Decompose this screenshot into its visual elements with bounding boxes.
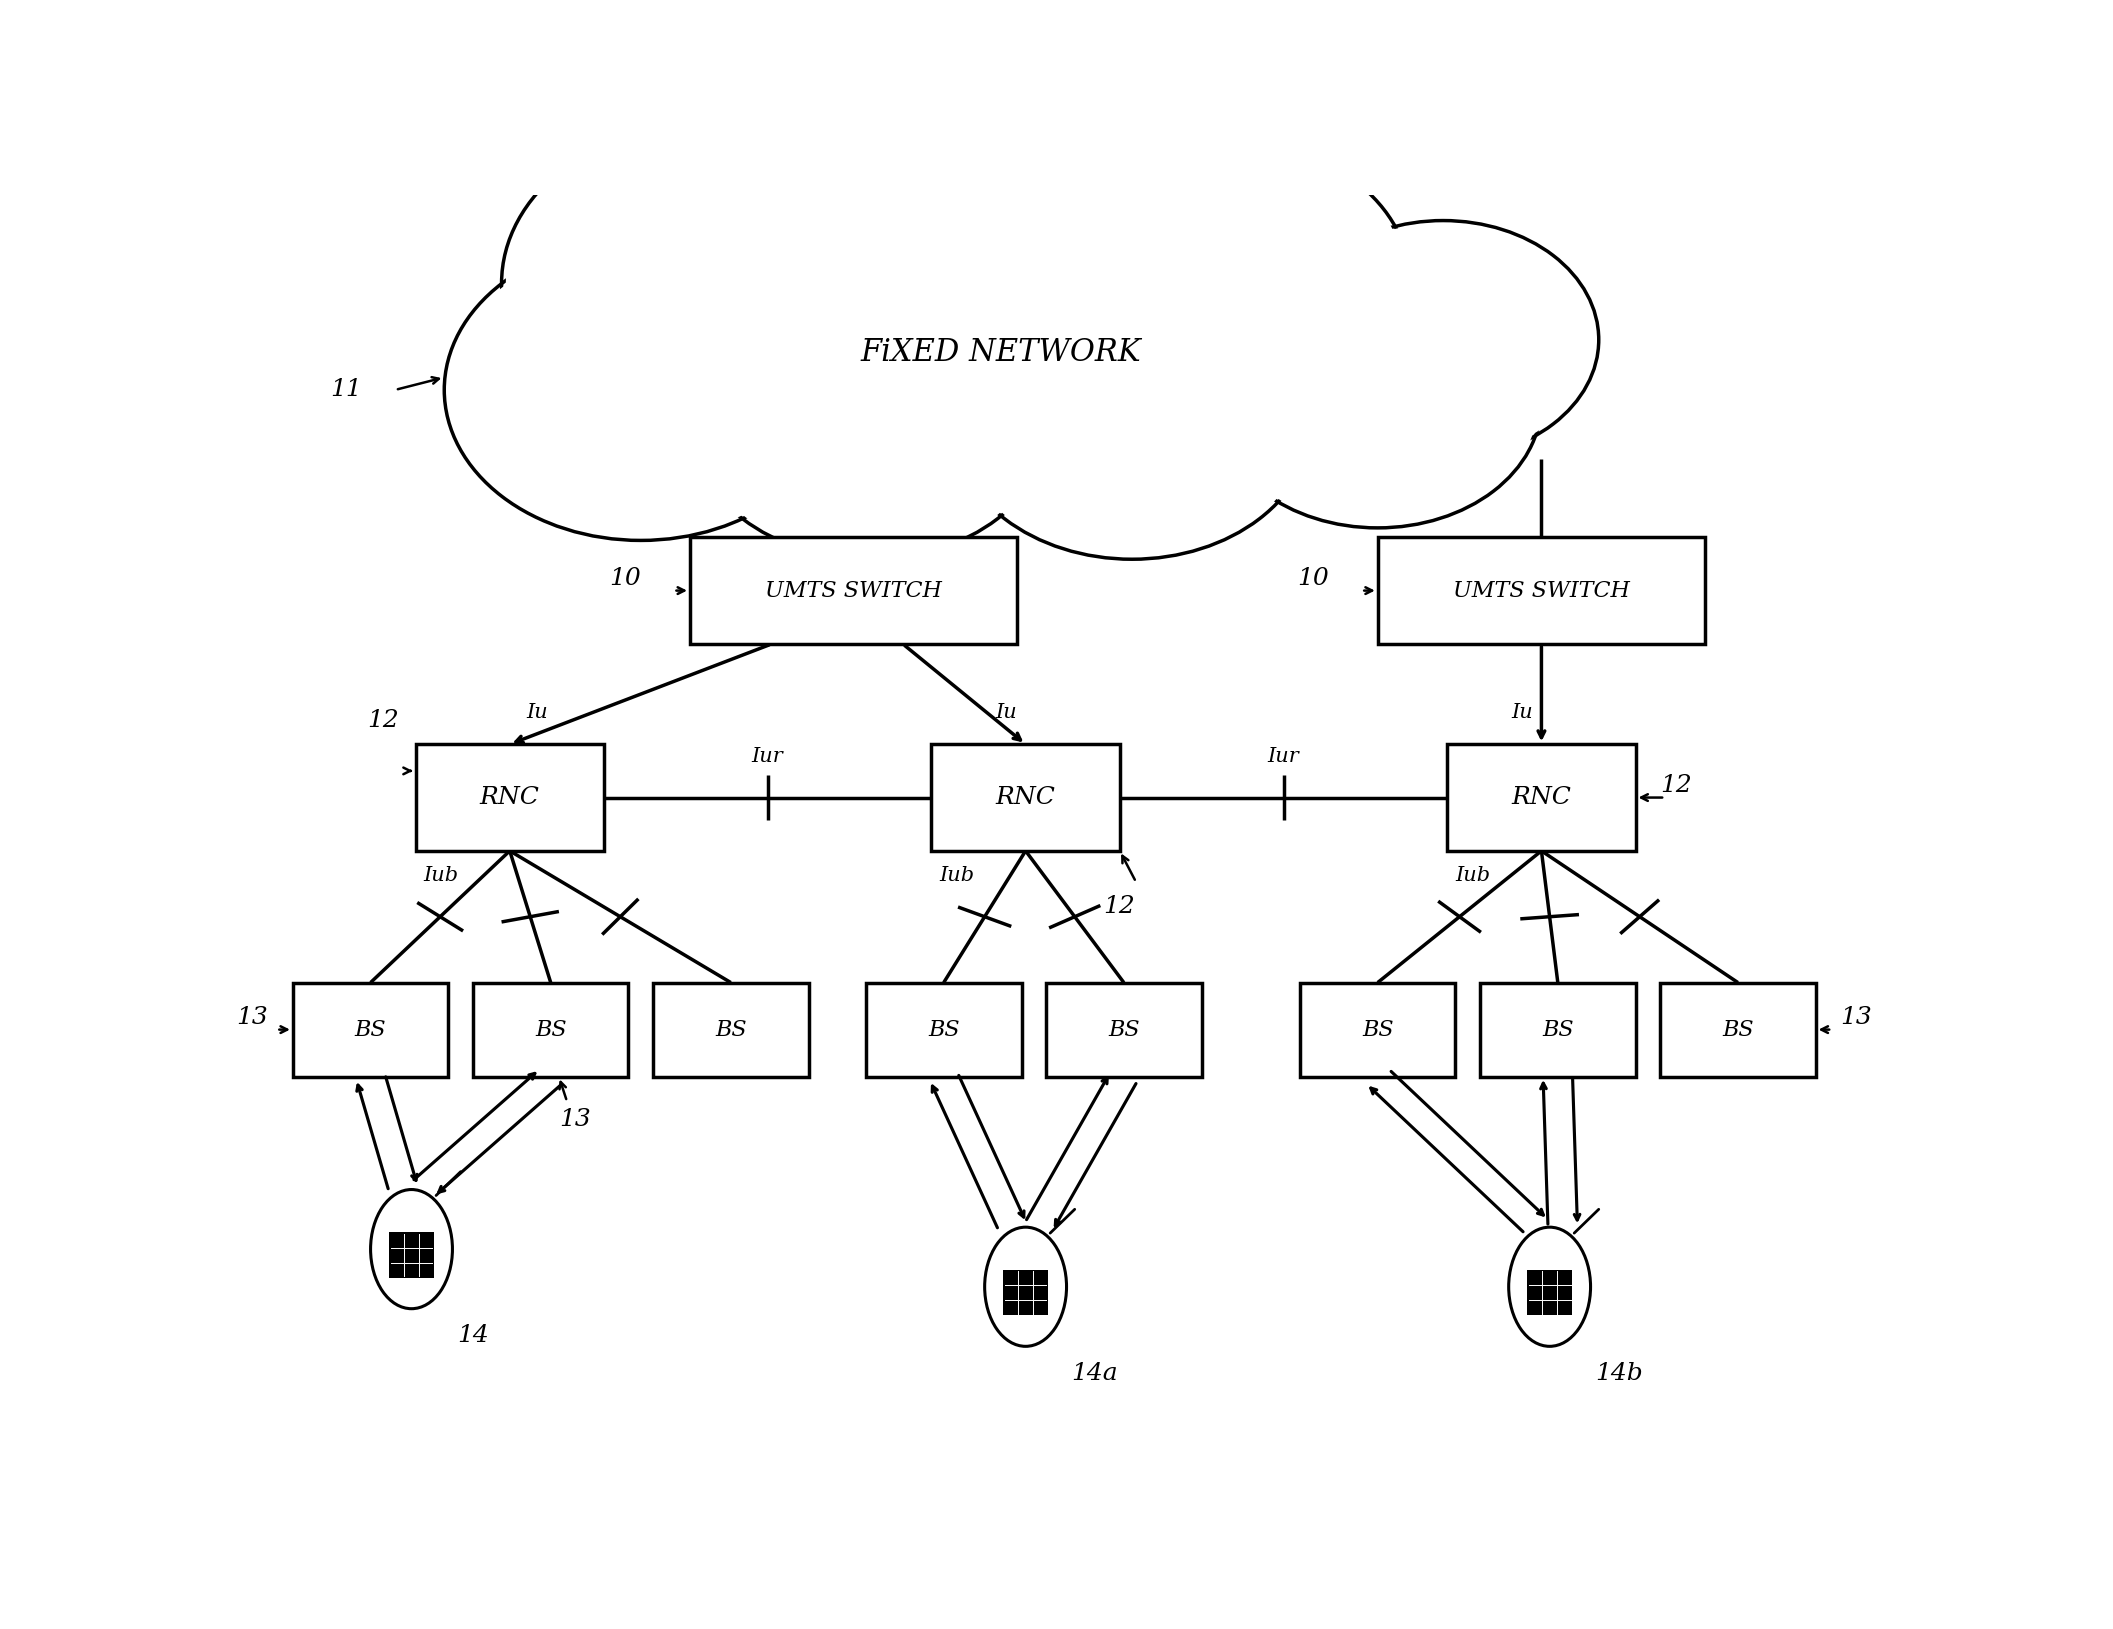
Text: FiXED NETWORK: FiXED NETWORK: [860, 337, 1141, 368]
Ellipse shape: [985, 1227, 1067, 1346]
Text: UMTS SWITCH: UMTS SWITCH: [765, 580, 942, 601]
Text: RNC: RNC: [480, 787, 539, 810]
Bar: [866, 982, 1021, 1077]
Circle shape: [689, 283, 1050, 559]
Circle shape: [505, 124, 923, 443]
Text: BS: BS: [928, 1018, 959, 1041]
Bar: [691, 538, 1018, 643]
Bar: [416, 744, 604, 850]
Text: 10: 10: [1297, 567, 1329, 590]
Circle shape: [1033, 138, 1409, 427]
Text: BS: BS: [1363, 1018, 1392, 1041]
Circle shape: [444, 239, 837, 541]
Bar: [473, 982, 628, 1077]
Bar: [653, 982, 809, 1077]
Bar: [1299, 982, 1456, 1077]
Bar: [1378, 538, 1705, 643]
Circle shape: [448, 243, 833, 538]
Circle shape: [1291, 223, 1595, 456]
Circle shape: [951, 283, 1312, 559]
Bar: [1479, 982, 1635, 1077]
Text: Iu: Iu: [526, 702, 547, 722]
Bar: [294, 982, 448, 1077]
Text: 14a: 14a: [1071, 1362, 1118, 1385]
Text: BS: BS: [1542, 1018, 1574, 1041]
Bar: [1528, 1271, 1572, 1315]
Text: 14: 14: [456, 1324, 488, 1347]
Text: RNC: RNC: [1511, 787, 1572, 810]
Circle shape: [955, 287, 1308, 557]
Text: UMTS SWITCH: UMTS SWITCH: [1454, 580, 1629, 601]
Text: 13: 13: [237, 1005, 268, 1028]
Bar: [1004, 1271, 1048, 1315]
Text: Iu: Iu: [995, 702, 1018, 722]
Text: BS: BS: [714, 1018, 746, 1041]
Text: 13: 13: [558, 1108, 592, 1131]
Text: Iub: Iub: [425, 867, 459, 885]
Circle shape: [1037, 142, 1407, 425]
Text: Iur: Iur: [1268, 748, 1299, 766]
Circle shape: [788, 114, 1164, 402]
Text: BS: BS: [355, 1018, 387, 1041]
Circle shape: [1287, 220, 1600, 459]
Text: Iub: Iub: [940, 867, 974, 885]
Text: BS: BS: [535, 1018, 566, 1041]
Text: 13: 13: [1840, 1005, 1872, 1028]
Text: 12: 12: [1103, 894, 1135, 917]
Bar: [1447, 744, 1635, 850]
Text: BS: BS: [1722, 1018, 1754, 1041]
Circle shape: [792, 117, 1160, 399]
Circle shape: [1217, 280, 1538, 526]
Bar: [389, 1233, 433, 1277]
Text: 10: 10: [609, 567, 640, 590]
Text: Iub: Iub: [1456, 867, 1490, 885]
Text: 11: 11: [330, 378, 361, 401]
Circle shape: [1213, 277, 1540, 528]
Circle shape: [693, 287, 1046, 557]
Text: 14b: 14b: [1595, 1362, 1644, 1385]
Circle shape: [501, 121, 928, 446]
Text: 12: 12: [1661, 774, 1693, 797]
Bar: [1661, 982, 1815, 1077]
Text: 12: 12: [368, 709, 399, 731]
Bar: [1046, 982, 1202, 1077]
Text: Iu: Iu: [1511, 702, 1534, 722]
Bar: [932, 744, 1120, 850]
Ellipse shape: [1509, 1227, 1591, 1346]
Text: RNC: RNC: [995, 787, 1056, 810]
Text: BS: BS: [1107, 1018, 1139, 1041]
Text: Iur: Iur: [752, 748, 784, 766]
Ellipse shape: [370, 1189, 452, 1308]
